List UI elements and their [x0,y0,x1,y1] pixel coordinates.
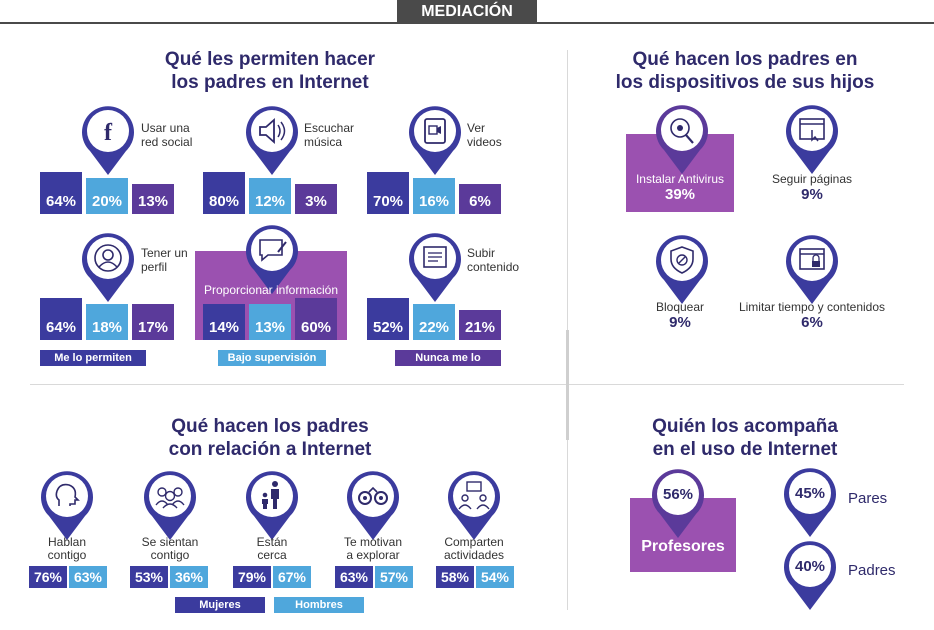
svg-text:f: f [104,120,113,146]
banner-title: MEDIACIÓN [397,0,537,24]
legend-permitted: Me lo permiten [40,350,146,366]
bar-never: 3% [295,184,337,214]
bar-permitted: 80% [203,172,245,214]
section3-title-line2: con relación a Internet [168,439,372,460]
bar-never: 60% [295,298,337,340]
bar-permitted: 52% [367,298,409,340]
browser-click-icon [782,102,842,176]
bar-men: 57% [375,566,413,588]
item-label: Ver videos [467,121,502,149]
people-icon [140,468,200,542]
bar-women: 76% [29,566,67,588]
chat-edit-icon [242,222,302,296]
block-shield-icon [652,232,712,306]
stat-antivirus: Instalar Antivirus 39% [635,172,725,203]
item-label: Se sientan contigo [141,535,199,562]
item-label: Comparten actividades [443,535,505,562]
section1-title-line1: Qué les permiten hacer [164,49,376,70]
antivirus-icon [652,102,712,176]
legend-women: Mujeres [175,597,265,613]
section4-title-line2: en el uso de Internet [652,439,838,460]
parents-pin [780,538,840,612]
bar-permitted: 70% [367,172,409,214]
browser-lock-icon [782,232,842,306]
bar-never: 21% [459,310,501,340]
stat-peers-label: Pares [848,490,888,507]
bar-women: 79% [233,566,271,588]
facebook-icon: f [78,103,138,177]
bar-supervised: 13% [249,304,291,340]
bar-women: 58% [436,566,474,588]
section4-title-line1: Quién los acompaña [652,416,838,437]
talk-icon [37,468,97,542]
bar-men: 67% [273,566,311,588]
bar-supervised: 16% [413,178,455,214]
stat-teachers-value: 56% [662,486,694,503]
horizontal-divider [30,384,904,385]
stat-parents-value: 40% [794,558,826,575]
item-label: Escuchar música [304,121,355,149]
item-label: Usar una red social [141,121,193,149]
parent-child-icon [242,468,302,542]
bar-supervised: 22% [413,304,455,340]
item-label: Están cerca [256,535,288,562]
bar-permitted: 64% [40,298,82,340]
bar-never: 17% [132,304,174,340]
bar-men: 36% [170,566,208,588]
bar-men: 63% [69,566,107,588]
bar-permitted: 14% [203,304,245,340]
binoculars-icon [343,468,403,542]
video-icon [405,103,465,177]
stat-block: Bloquear 9% [655,300,705,331]
bar-supervised: 20% [86,178,128,214]
section4-title: Quién los acompaña en el uso de Internet [610,415,880,461]
section3-title-line1: Qué hacen los padres [171,416,369,437]
bar-supervised: 18% [86,304,128,340]
item-label: Subir contenido [467,246,520,274]
section3-title: Qué hacen los padres con relación a Inte… [120,415,420,461]
legend-supervised: Bajo supervisión [218,350,326,366]
peers-pin [780,465,840,539]
bar-never: 13% [132,184,174,214]
stat-peers-value: 45% [794,485,826,502]
sharing-icon [444,468,504,542]
section1-title: Qué les permiten hacer los padres en Int… [120,48,420,94]
bar-men: 54% [476,566,514,588]
teachers-pin [648,466,708,540]
bar-supervised: 12% [249,178,291,214]
bar-women: 53% [130,566,168,588]
item-label: Proporcionar información [203,283,339,297]
stat-teachers-label: Profesores [641,538,725,555]
item-label: Hablan contigo [47,535,87,562]
profile-icon [78,230,138,304]
stat-limit: Limitar tiempo y contenidos 6% [738,300,886,331]
item-label: Tener un perfil [141,246,188,274]
center-cross [566,330,569,440]
section2-title-line1: Qué hacen los padres en [632,49,858,70]
speaker-icon [242,103,302,177]
section1-title-line2: los padres en Internet [171,72,369,93]
section2-title: Qué hacen los padres en los dispositivos… [600,48,890,94]
legend-men: Hombres [274,597,364,613]
stat-follow-pages: Seguir páginas 9% [771,172,853,203]
upload-icon [405,230,465,304]
stat-parents-label: Padres [848,562,896,579]
item-label: Te motivan a explorar [343,535,403,562]
legend-never: Nunca me lo permiten [395,350,501,380]
section2-title-line2: los dispositivos de sus hijos [615,72,875,93]
bar-women: 63% [335,566,373,588]
bar-permitted: 64% [40,172,82,214]
bar-never: 6% [459,184,501,214]
